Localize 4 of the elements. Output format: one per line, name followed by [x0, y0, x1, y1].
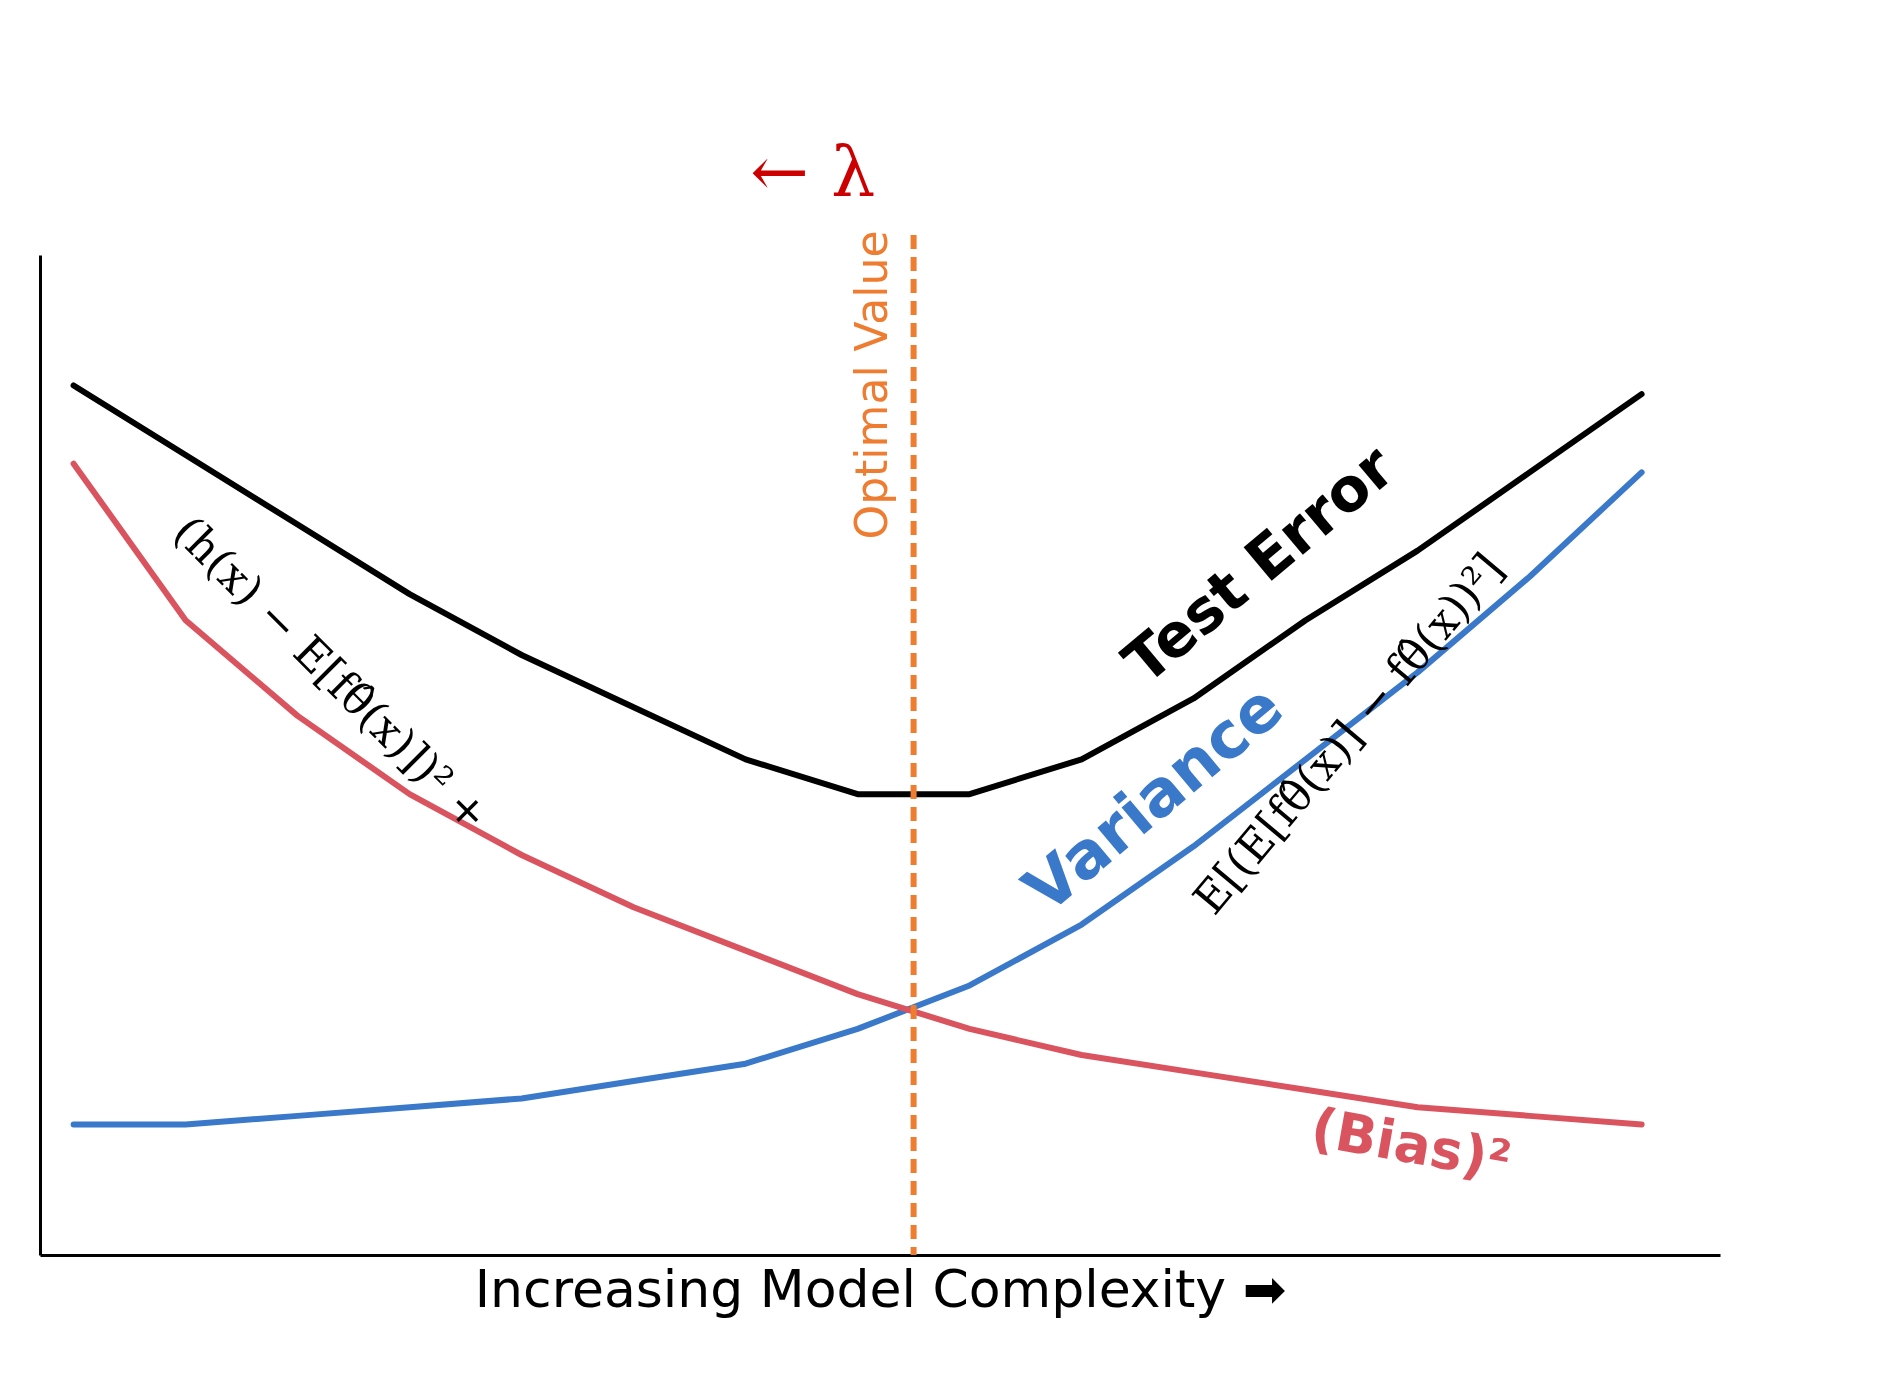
annotation: Optimal Value	[845, 230, 897, 540]
text: (Bias)²	[1306, 1095, 1516, 1193]
text: ← λ	[750, 131, 876, 213]
x-axis-title: Increasing Model Complexity ➡	[474, 1258, 1287, 1319]
